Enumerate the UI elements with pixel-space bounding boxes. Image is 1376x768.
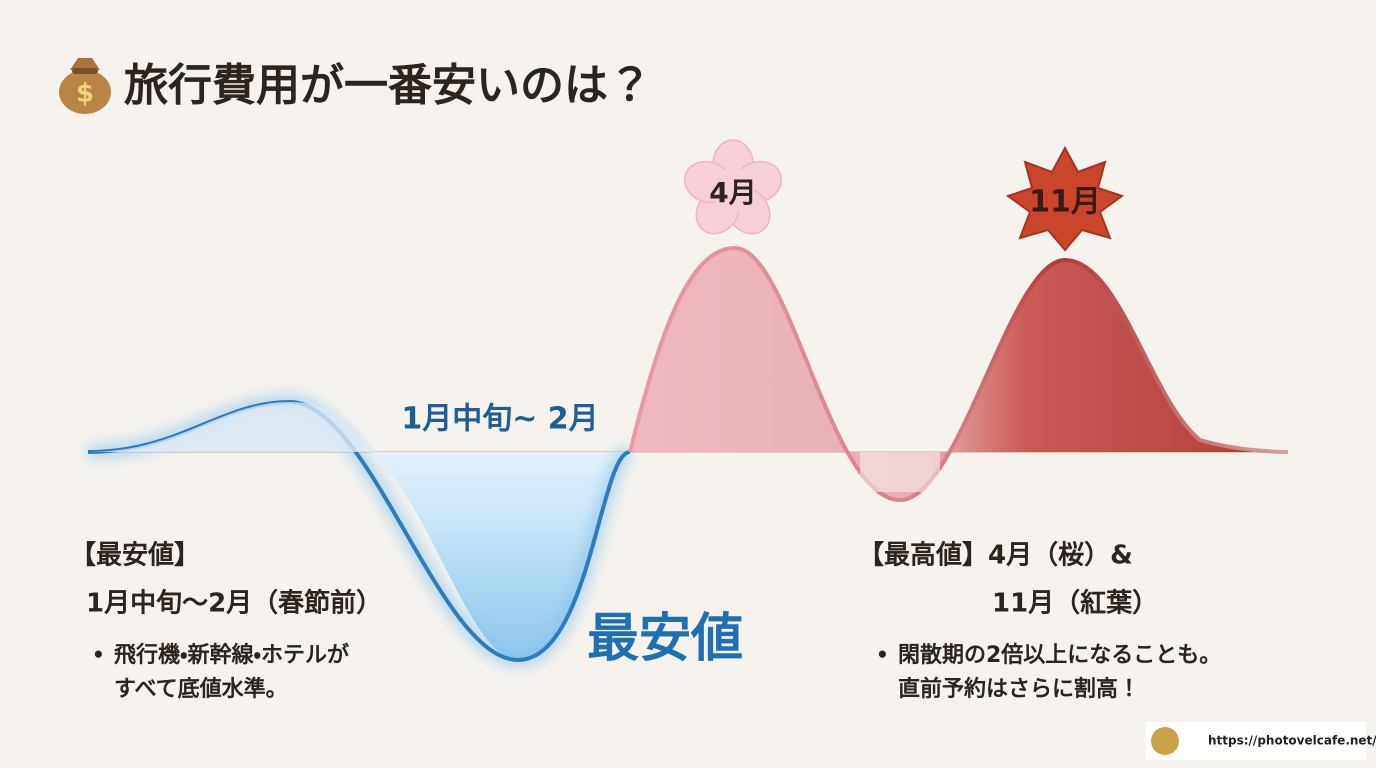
left-bullet-line: すべて底値水準。: [114, 676, 288, 702]
right-heading-cont: 11月（紅葉）: [992, 588, 1158, 619]
money-bag-icon: $: [59, 58, 111, 114]
maple-badge: [1005, 145, 1125, 252]
low-period-label: 1月中旬~ 2月: [401, 402, 598, 437]
left-heading: 【最安値】: [70, 540, 200, 571]
bullet-dot: •: [92, 643, 105, 667]
bullet-dot: •: [876, 643, 889, 667]
peak-season-curve: [628, 245, 1289, 503]
november-label: 11月: [1029, 185, 1101, 220]
peak-season-area: [630, 248, 1288, 500]
footer-logo: [1151, 727, 1179, 755]
left-period: 1月中旬〜2月（春節前）: [86, 588, 382, 619]
svg-text:$: $: [76, 79, 94, 109]
footer-url[interactable]: https://photovelcafe.net/: [1208, 734, 1376, 748]
footer-box: [1146, 722, 1366, 760]
right-bullet-line: 直前予約はさらに割高！: [898, 676, 1140, 702]
right-heading: 【最高値】4月（桜）&: [858, 541, 1133, 571]
left-bullet-line: 飛行機・新幹線・ホテルが: [114, 642, 349, 668]
dip-shade: [860, 452, 940, 492]
april-label: 4月: [709, 176, 756, 209]
winter-area: [88, 402, 375, 452]
right-bullet-line: 閑散期の2倍以上になることも。: [898, 643, 1221, 668]
title: 旅行費用が一番安いのは？: [124, 60, 652, 111]
sakura-badge: [683, 139, 783, 235]
cheapest-badge: 最安値: [587, 609, 743, 669]
